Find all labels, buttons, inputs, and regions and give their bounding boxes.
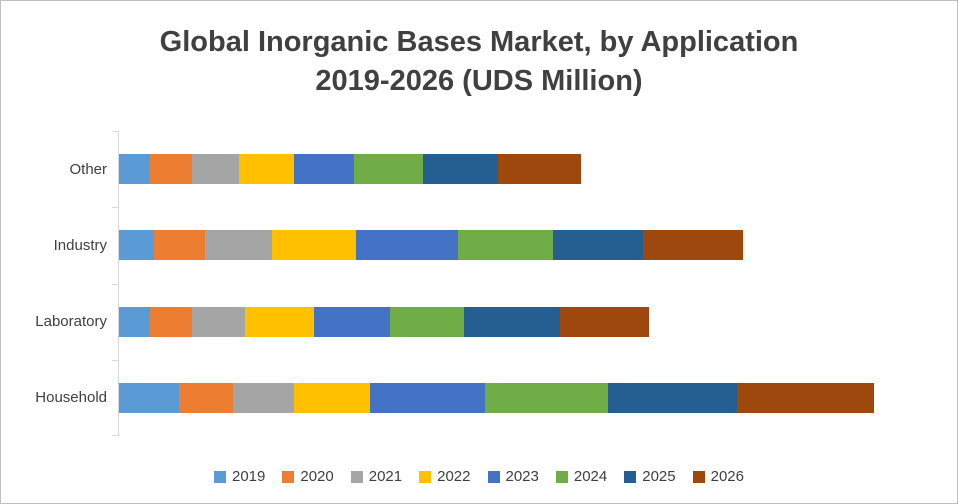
legend-label: 2021 [368,468,403,485]
bar-row-industry: Industry [54,207,918,283]
bar-segment-2024 [484,382,609,413]
legend-swatch [692,470,705,483]
bar-row-other: Other [69,131,918,207]
legend-label: 2023 [505,468,539,485]
chart-title-line1: Global Inorganic Bases Market, by Applic… [159,26,799,58]
bar-segment-2025 [422,154,499,185]
legend-item-2023: 2023 [487,468,539,485]
bar-segment-2026 [737,382,874,413]
legend: 2019 2020 2021 2022 2023 2024 2025 2026 [1,468,957,485]
legend-swatch [419,470,432,483]
legend-label: 2025 [642,468,676,485]
bar-segment-2021 [204,230,272,261]
bar-segment-2024 [457,230,554,261]
bar-row-household: Household [35,360,918,436]
bar-segment-2026 [643,230,744,261]
stacked-bar [119,382,918,413]
bar-segment-2020 [178,382,233,413]
legend-label: 2020 [300,468,334,485]
legend-swatch [487,470,500,483]
legend-item-2024: 2024 [555,468,608,485]
bar-segment-2021 [191,306,245,337]
bar-segment-2022 [293,382,370,413]
legend-item-2020: 2020 [282,468,334,485]
bar-segment-2020 [149,154,192,185]
bar-segment-2026 [498,154,582,185]
bar-segment-2020 [149,306,192,337]
bar-segment-2023 [355,230,458,261]
y-axis-tick [112,435,119,436]
legend-swatch [624,470,637,483]
bar-segment-2021 [191,154,239,185]
bar-segment-2024 [389,306,464,337]
bar-segment-2022 [244,306,314,337]
legend-item-2026: 2026 [692,468,744,485]
stacked-bar [119,306,918,337]
category-label: Industry [53,236,107,254]
legend-item-2019: 2019 [214,468,265,485]
bar-segment-2019 [119,306,150,337]
category-label: Household [35,389,107,407]
legend-item-2022: 2022 [419,468,471,485]
bar-segment-2023 [313,306,390,337]
legend-swatch [555,470,568,483]
legend-item-2021: 2021 [350,468,403,485]
bar-segment-2019 [119,382,179,413]
bar-segment-2022 [238,154,294,185]
bar-segment-2025 [553,230,644,261]
bar-segment-2024 [353,154,423,185]
plot-area: Other Industry Laboratory Household [35,131,918,436]
bar-segment-2020 [153,230,205,261]
legend-swatch [350,470,363,483]
legend-label: 2026 [710,468,744,485]
legend-label: 2024 [573,468,608,485]
chart-title: Global Inorganic Bases Market, by Applic… [1,23,957,101]
bar-segment-2022 [271,230,356,261]
legend-swatch [214,470,226,483]
stacked-bar [119,230,918,261]
bar-segment-2026 [560,306,650,337]
y-axis-tick [112,207,119,209]
bar-segment-2019 [119,154,150,185]
y-axis-tick [112,283,119,285]
bar-segment-2021 [232,382,294,413]
stacked-bar [119,154,918,185]
bar-segment-2019 [119,230,154,261]
bar-segment-2025 [608,382,738,413]
bar-segment-2023 [369,382,485,413]
legend-swatch [282,470,295,483]
legend-label: 2022 [437,468,471,485]
category-label: Other [69,160,107,178]
bar-segment-2023 [293,154,354,185]
legend-item-2025: 2025 [624,468,676,485]
bar-segment-2025 [463,306,561,337]
category-label: Laboratory [35,313,107,331]
legend-label: 2019 [232,468,266,485]
chart-title-line2: 2019-2026 (UDS Million) [315,65,643,98]
bar-row-laboratory: Laboratory [35,284,918,360]
y-axis-tick [112,131,119,132]
y-axis-tick [112,359,119,361]
